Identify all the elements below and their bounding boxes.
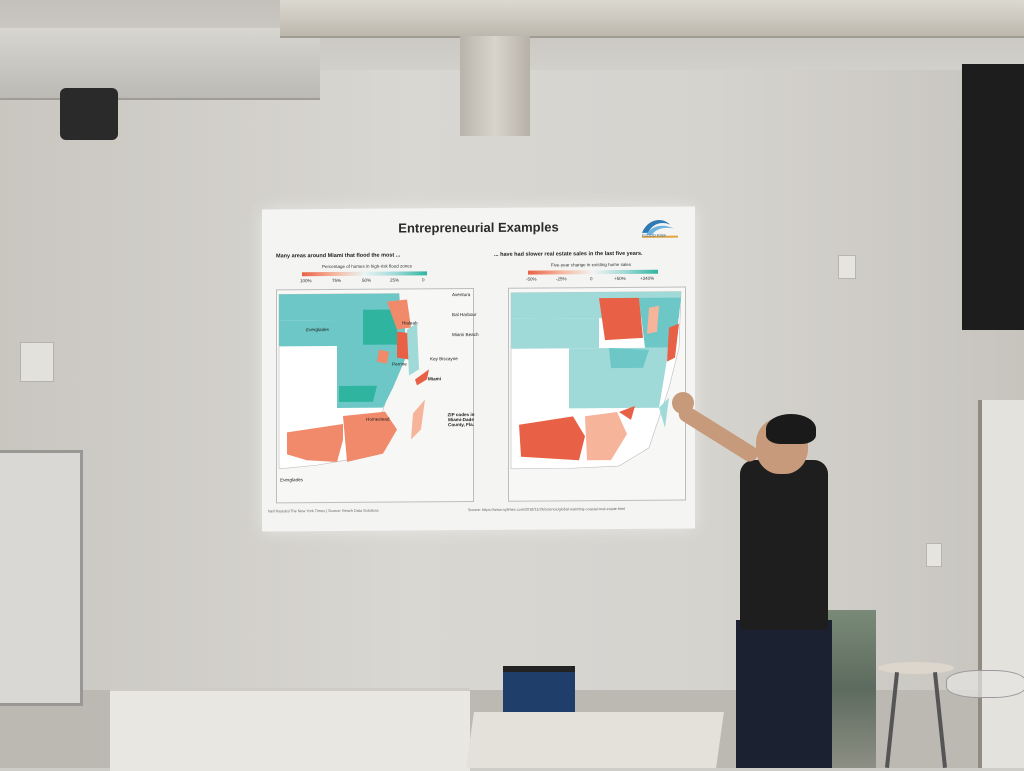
slide-title: Entrepreneurial Examples [398, 219, 559, 236]
right-legend-tick: -25% [556, 276, 567, 282]
table-front [466, 712, 724, 768]
glass-table [946, 670, 1024, 698]
wave-logo-icon [642, 220, 678, 238]
left-legend-tick: 100% [300, 278, 312, 284]
ceiling-duct-left [0, 28, 320, 100]
map-label-zip-note: ZIP codes in Miami-Dade County, Fla. [447, 412, 475, 428]
right-legend-bar [528, 269, 658, 275]
map-label-miami-beach: Miami Beach [452, 331, 479, 338]
whiteboard-stand [0, 450, 83, 706]
map-label-miami: Miami [428, 376, 442, 382]
stool-seat [878, 662, 954, 674]
projected-slide: Entrepreneurial Examples FLOOD RISK Many… [262, 206, 695, 532]
left-legend-tick: 25% [390, 277, 400, 283]
presenter-legs [736, 620, 832, 768]
map-label-everglades-south: Everglades [280, 477, 303, 483]
right-footer: Source: https://www.nytimes.com/2018/11/… [468, 506, 626, 513]
right-legend-title: Five-year change in existing home sales [550, 261, 632, 268]
right-panel-heading: ... have had slower real estate sales in… [494, 250, 643, 258]
desk [110, 688, 470, 771]
left-footer: Nell Hasiotis/The New York Times | Sourc… [268, 508, 379, 514]
right-sales-map [508, 286, 686, 502]
logo-text: FLOOD RISK [642, 232, 667, 238]
left-legend-tick: 0 [422, 277, 425, 283]
wall-plate-left [20, 342, 54, 382]
right-legend-tick: +340% [640, 275, 655, 281]
light-switch [926, 543, 942, 567]
wall-screen-dark [962, 64, 1024, 330]
presenter-hand [672, 392, 694, 414]
projector-camera-icon [60, 88, 118, 140]
map-label-hialeah: Hialeah [402, 320, 418, 326]
right-legend-tick: +50% [614, 275, 626, 282]
map-label-everglades: Everglades [306, 327, 329, 333]
presenter-body [740, 460, 828, 630]
left-legend-title: Percentage of homes in high-risk flood z… [321, 263, 413, 270]
map-label-homestead: Homestead [366, 416, 390, 422]
map-label-key-biscayne: Key Biscayne [430, 356, 458, 362]
right-legend-tick: -50% [526, 276, 537, 282]
ceiling-duct [280, 0, 1024, 38]
left-panel-heading: Many areas around Miami that flood the m… [276, 252, 401, 260]
map-label-perrine: Perrine [392, 361, 407, 367]
door [978, 400, 1024, 768]
right-legend-tick: 0 [590, 276, 593, 282]
presenter-cap [766, 414, 816, 444]
left-legend-bar [302, 271, 427, 277]
map-label-aventura: Aventura [452, 292, 471, 298]
map-label-bal-harbour: Bal Harbour [452, 312, 477, 318]
wall-outlet [838, 255, 856, 279]
left-legend-tick: 50% [362, 277, 372, 283]
left-legend-tick: 75% [332, 277, 342, 284]
left-flood-map [276, 288, 474, 504]
duct-drop [460, 36, 530, 136]
